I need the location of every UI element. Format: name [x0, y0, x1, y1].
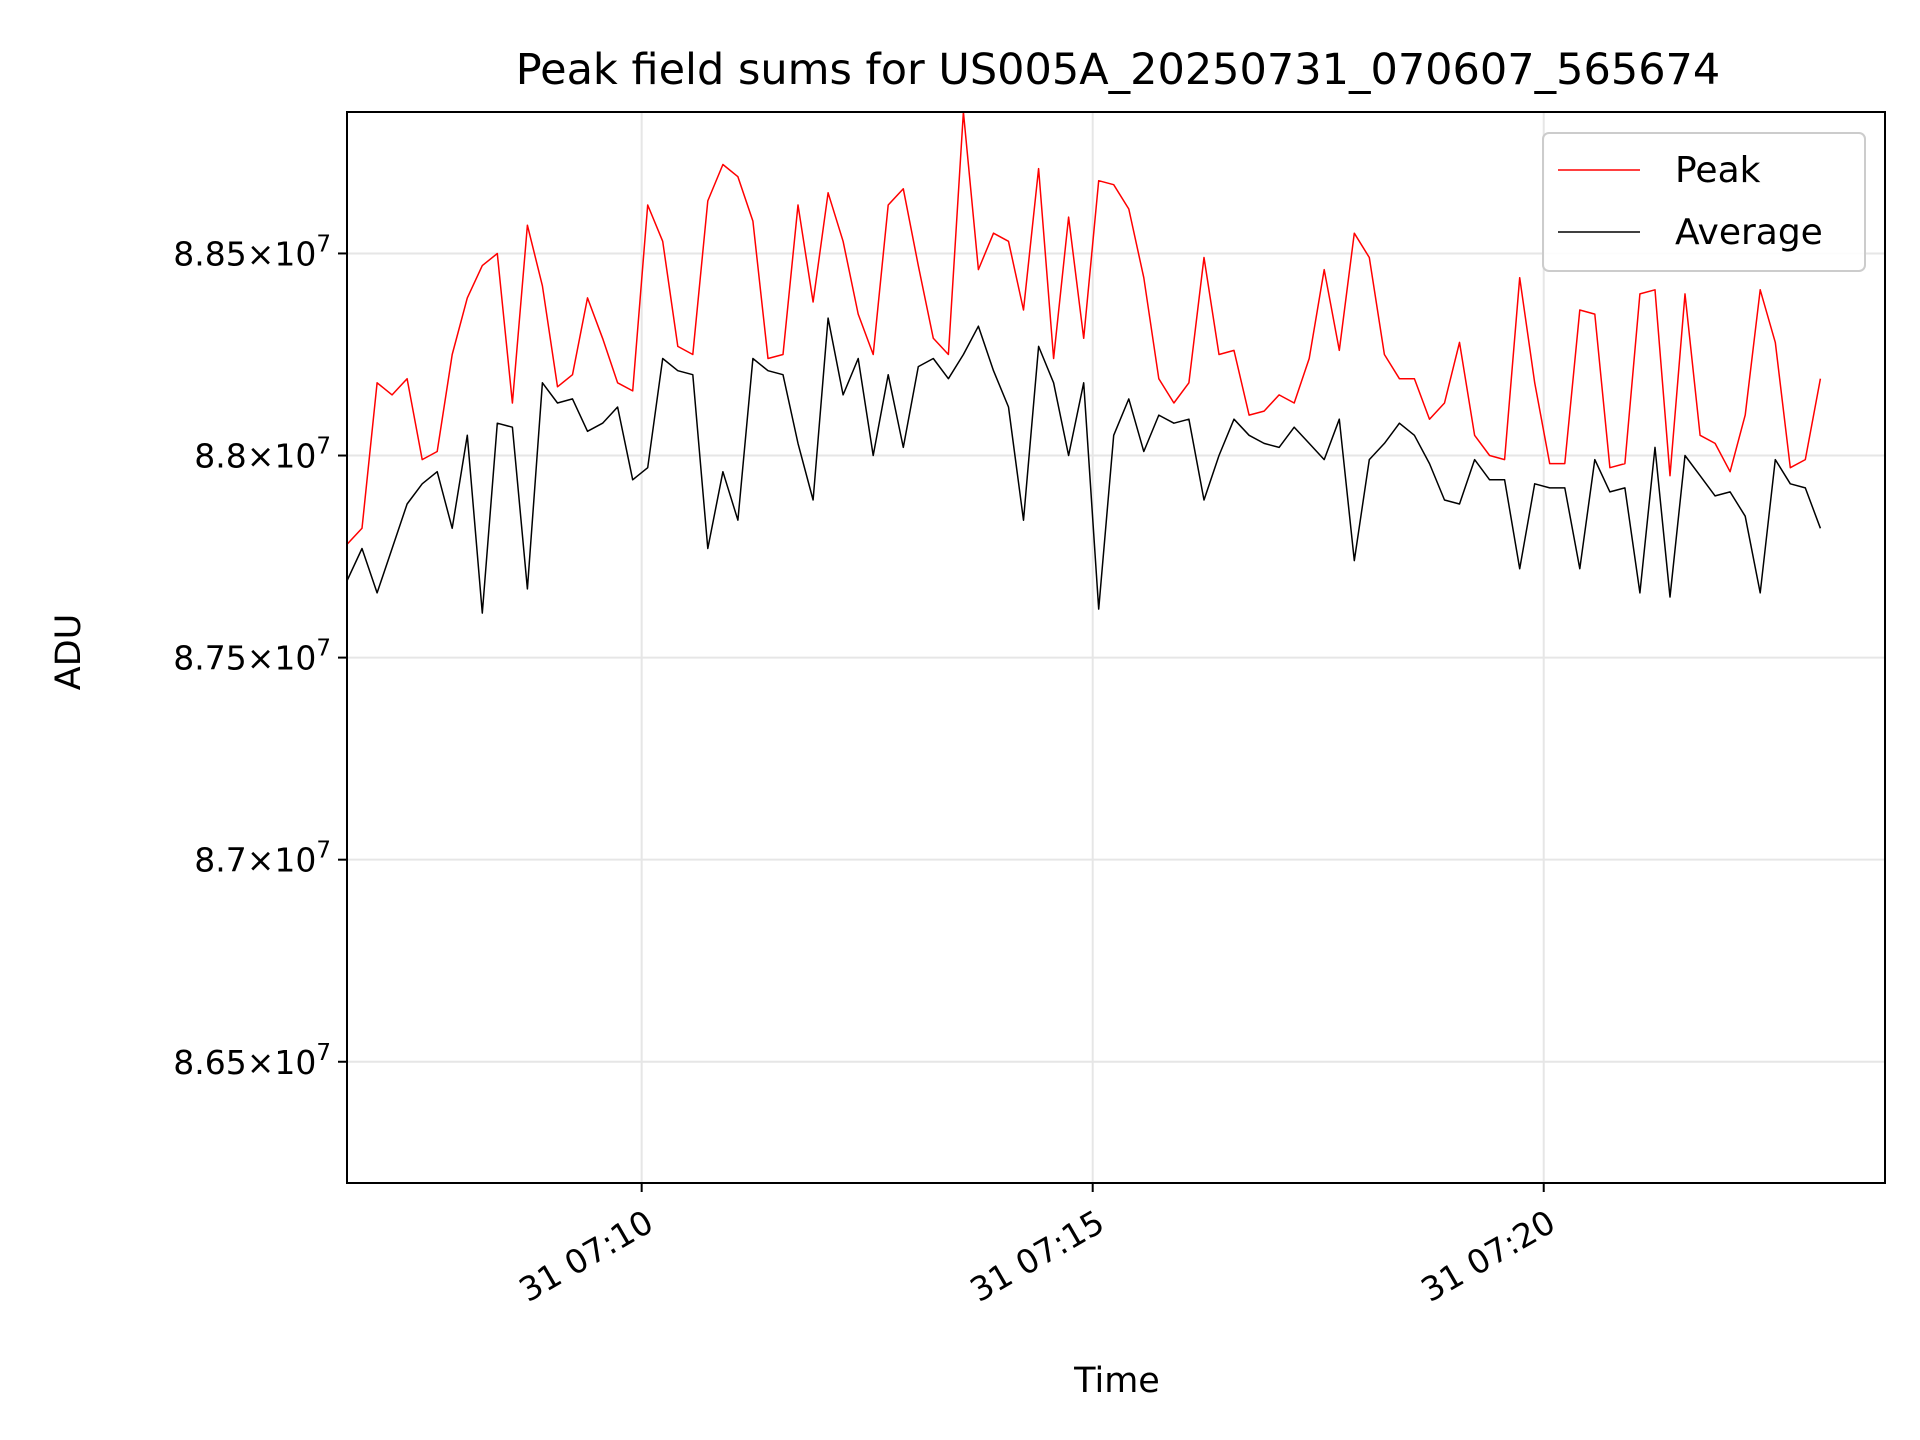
legend-peak-label: Peak	[1675, 150, 1761, 191]
chart-title: Peak field sums for US005A_20250731_0706…	[516, 45, 1721, 95]
series-line-average	[347, 317, 1822, 1183]
grid-lines	[347, 112, 1885, 1183]
legend-box	[1542, 132, 1866, 272]
legend-average-label: Average	[1675, 212, 1823, 253]
series-line-peak	[347, 112, 1822, 909]
series-layer	[347, 112, 1822, 1183]
y-axis-label: ADU	[49, 614, 89, 691]
plot-frame	[346, 111, 1886, 1184]
y-axis: 8.65×107 8.7×107 8.75×107 8.8×107 8.85×107	[173, 231, 347, 1082]
y-tick-label: 8.7×107	[194, 838, 331, 880]
y-tick-label: 8.65×107	[173, 1040, 331, 1082]
y-tick-label: 8.75×107	[173, 636, 331, 678]
x-axis-label: Time	[1073, 1361, 1160, 1401]
y-tick-label: 8.8×107	[194, 434, 331, 476]
legend: Peak Average	[1542, 132, 1866, 272]
plot-area	[346, 111, 1886, 1184]
y-tick-label: 8.85×107	[173, 231, 331, 273]
